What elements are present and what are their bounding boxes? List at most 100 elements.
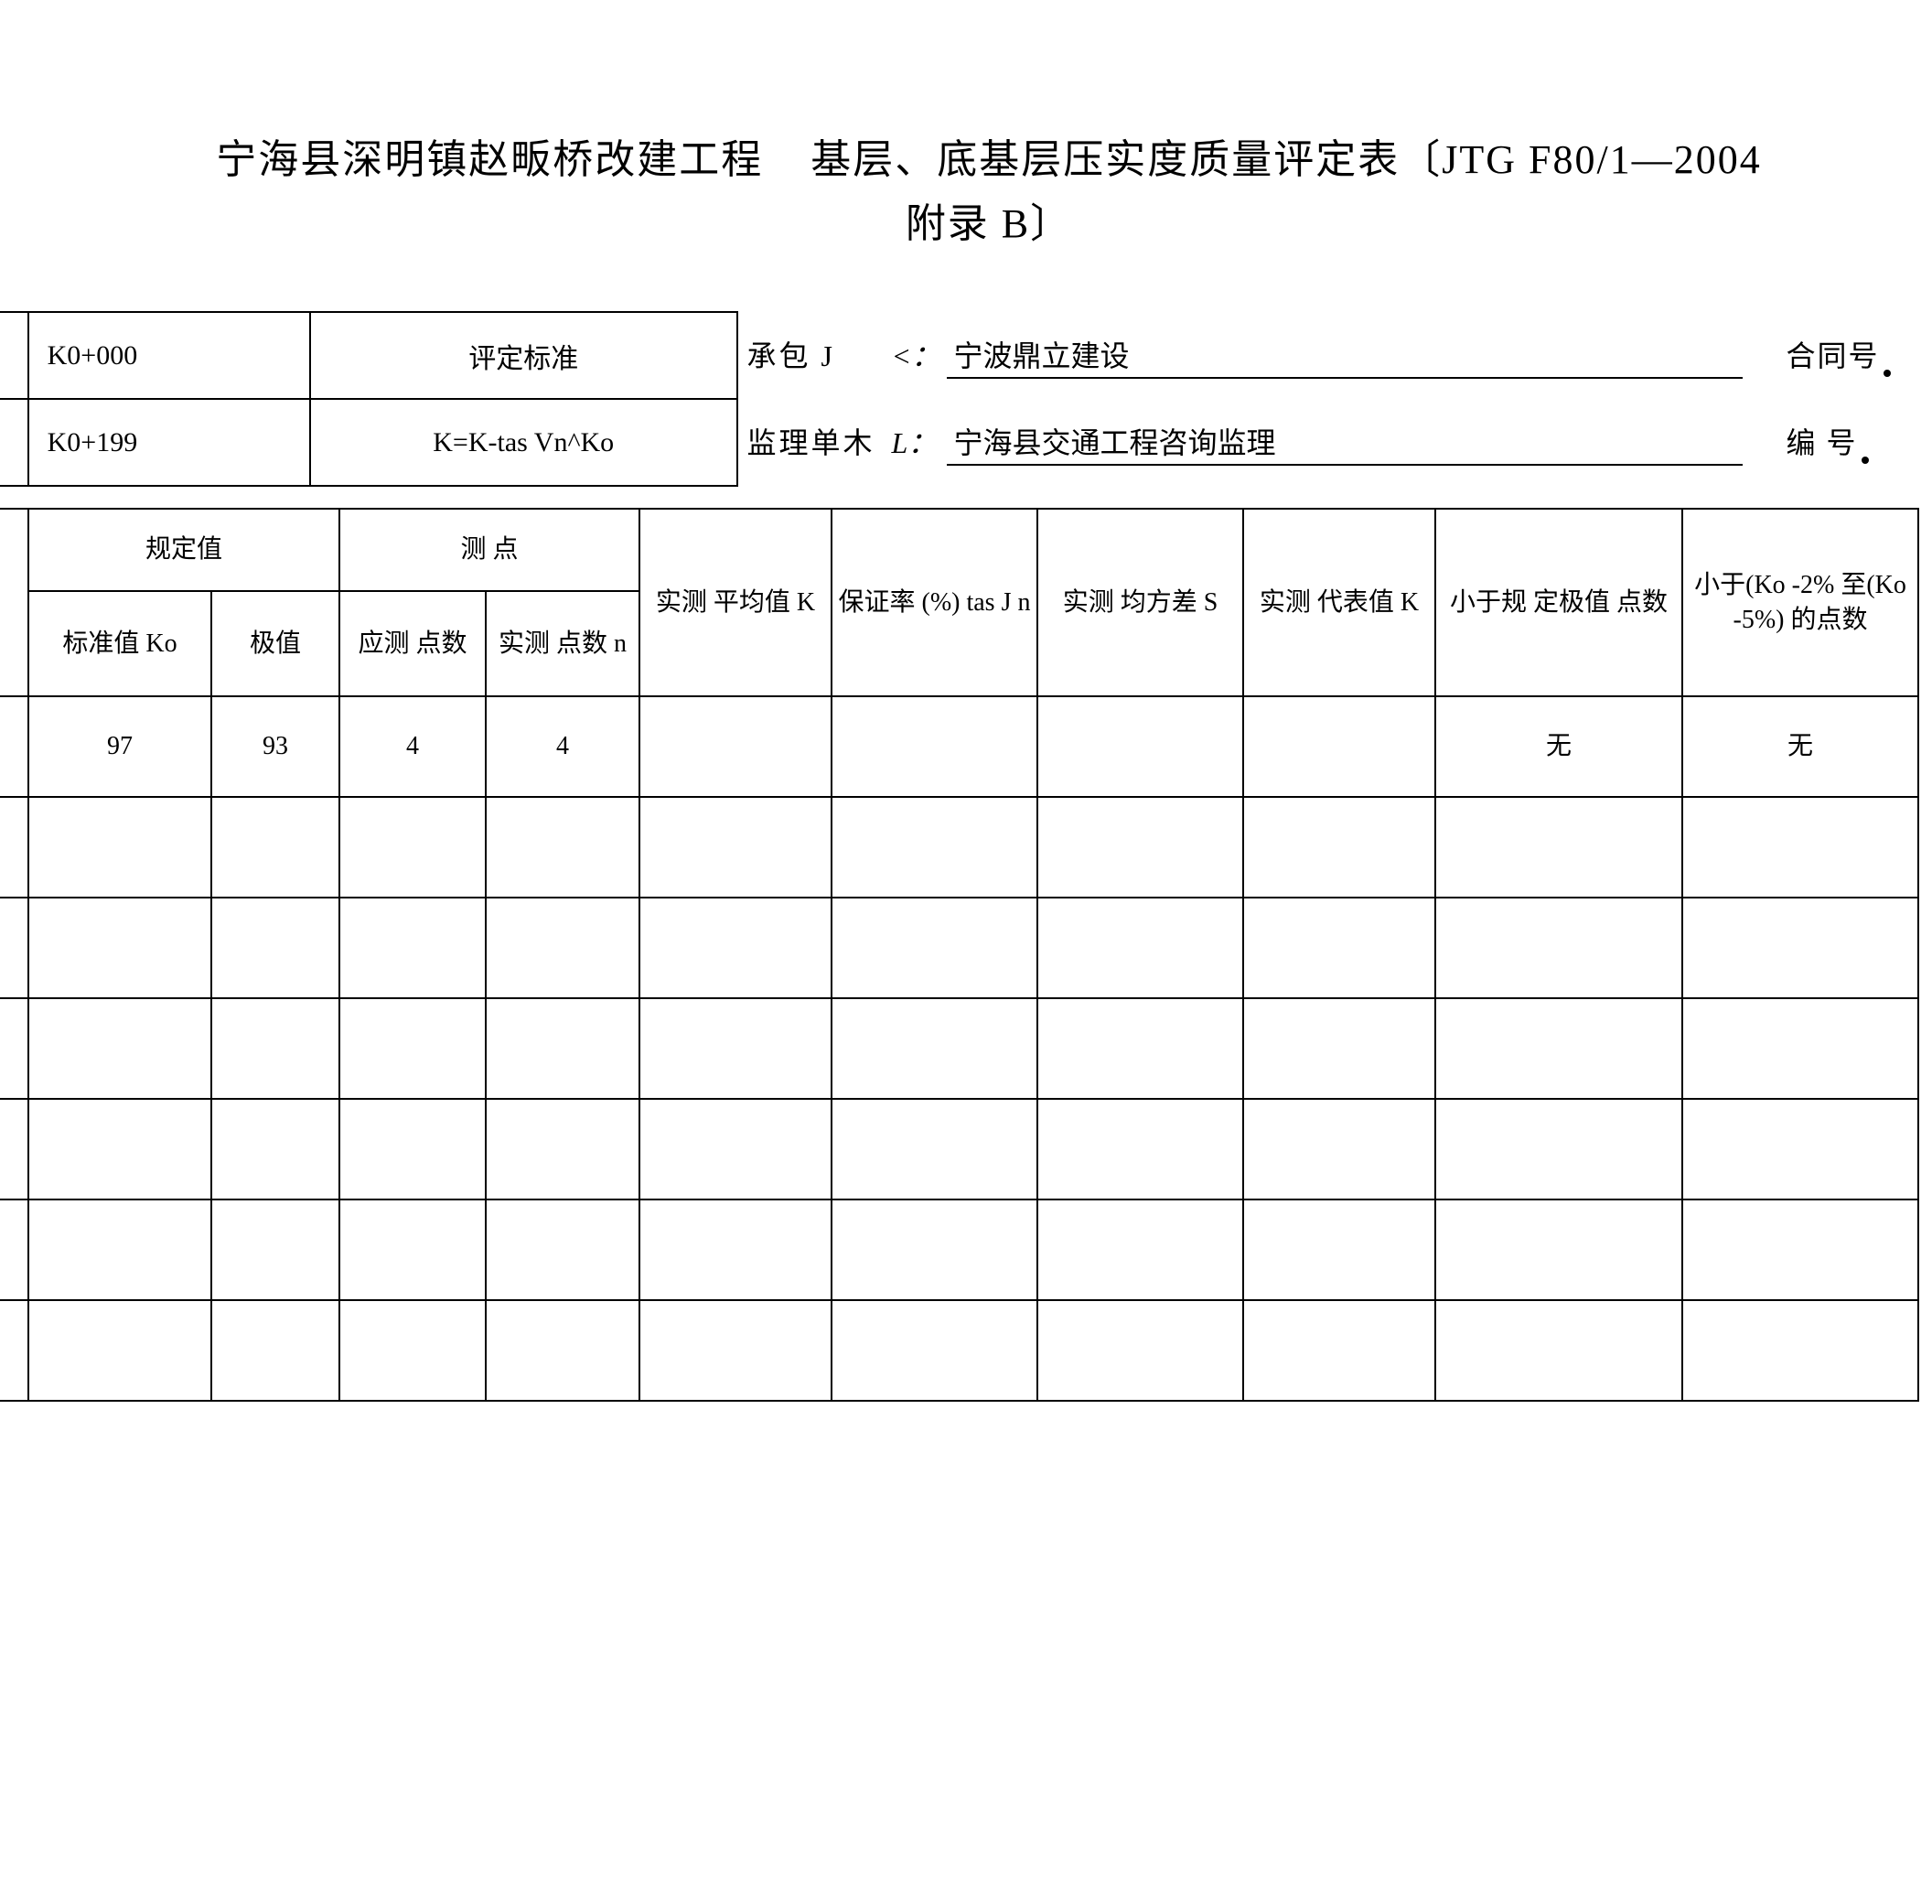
- cell: [1682, 1099, 1918, 1199]
- col-guarantee: 保证率 (%) tas J n: [832, 509, 1037, 696]
- cell: [486, 898, 639, 998]
- supervisor-label: 监理单木: [747, 420, 885, 462]
- cell: [1682, 1199, 1918, 1300]
- cell: [1243, 998, 1435, 1099]
- info-cell: [0, 399, 28, 486]
- cell: [639, 1300, 832, 1401]
- cell: [0, 1099, 28, 1199]
- cell: [832, 998, 1037, 1099]
- cell: [486, 1099, 639, 1199]
- cell: [486, 1199, 639, 1300]
- cell: 97: [28, 696, 211, 797]
- cell: [1243, 1099, 1435, 1199]
- col-variance: 实测 均方差 S: [1037, 509, 1243, 696]
- data-table: 规定值 测 点 实测 平均值 K 保证率 (%) tas J n 实测 均方差 …: [0, 508, 1919, 1402]
- cell: [339, 998, 486, 1099]
- cell: [1243, 797, 1435, 898]
- col-repval: 实测 代表值 K: [1243, 509, 1435, 696]
- supervisor-sym: L：: [892, 420, 947, 462]
- cell: 4: [339, 696, 486, 797]
- cell: [1435, 1300, 1682, 1401]
- cell: [1435, 1199, 1682, 1300]
- col-extreme: 极值: [211, 591, 339, 696]
- cell: [28, 1300, 211, 1401]
- cell: 4: [486, 696, 639, 797]
- cell: [832, 1300, 1037, 1401]
- cell: [339, 1099, 486, 1199]
- station-end: K0+199: [28, 399, 310, 486]
- col-avg: 实测 平均值 K: [639, 509, 832, 696]
- cell: [1037, 696, 1243, 797]
- cell: [1243, 1300, 1435, 1401]
- cell: 无: [1682, 696, 1918, 797]
- contract-no-label: 合同号: [1787, 333, 1880, 375]
- table-row: [0, 998, 1918, 1099]
- cell: [1243, 696, 1435, 797]
- data-rows: 97 93 4 4 无 无: [0, 696, 1918, 1401]
- table-row: [0, 1300, 1918, 1401]
- cell: [832, 898, 1037, 998]
- cell: [1037, 898, 1243, 998]
- supervisor-line: 监理单木 L：宁海县交通工程咨询监理 编 号: [737, 399, 1923, 486]
- cell: [28, 1199, 211, 1300]
- cell: [639, 998, 832, 1099]
- contractor-label: 承包 J: [747, 333, 885, 375]
- cell: [0, 696, 28, 797]
- cell: [1682, 898, 1918, 998]
- cell: [211, 998, 339, 1099]
- info-table: K0+000 评定标准 承包 J <：宁波鼎立建设 合同号 K0+199 K=K…: [0, 311, 1923, 487]
- cell: [339, 898, 486, 998]
- cell: [1243, 898, 1435, 998]
- cell: [1037, 797, 1243, 898]
- cell: [0, 1300, 28, 1401]
- serial-no-label: 编 号: [1787, 420, 1858, 462]
- contractor-value: 宁波鼎立建设: [947, 333, 1743, 379]
- contractor-line: 承包 J <：宁波鼎立建设 合同号: [737, 312, 1923, 399]
- col-below-limit: 小于规 定极值 点数: [1435, 509, 1682, 696]
- col-range: 小于(Ko -2% 至(Ko -5%) 的点数: [1682, 509, 1918, 696]
- cell: [639, 1099, 832, 1199]
- cell: [486, 998, 639, 1099]
- cell: [211, 1300, 339, 1401]
- cell: [1037, 1300, 1243, 1401]
- eval-standard-label: 评定标准: [310, 312, 737, 399]
- info-cell: [0, 312, 28, 399]
- document-title: 宁海县深明镇赵畈桥改建工程 基层、底基层压实度质量评定表〔JTG F80/1—2…: [46, 128, 1932, 257]
- station-start: K0+000: [28, 312, 310, 399]
- cell: [1037, 1099, 1243, 1199]
- cell: [339, 797, 486, 898]
- cell: [1682, 998, 1918, 1099]
- col-points: 测 点: [339, 509, 639, 591]
- cell: [28, 998, 211, 1099]
- supervisor-value: 宁海县交通工程咨询监理: [947, 420, 1743, 466]
- dot-icon: [1884, 370, 1891, 377]
- col-spec: 规定值: [28, 509, 339, 591]
- cell: [28, 1099, 211, 1199]
- eval-formula: K=K-tas Vn^Ko: [310, 399, 737, 486]
- cell: [28, 797, 211, 898]
- cell: [486, 1300, 639, 1401]
- table-row: 97 93 4 4 无 无: [0, 696, 1918, 797]
- cell: [0, 898, 28, 998]
- cell: [639, 696, 832, 797]
- cell: [211, 1099, 339, 1199]
- cell: [339, 1300, 486, 1401]
- table-row: [0, 1099, 1918, 1199]
- dot-icon: [1862, 457, 1869, 464]
- contractor-sym: <：: [892, 333, 947, 375]
- table-row: [0, 797, 1918, 898]
- cell: [832, 797, 1037, 898]
- cell: [1435, 1099, 1682, 1199]
- cell: [832, 696, 1037, 797]
- col-should-points: 应测 点数: [339, 591, 486, 696]
- cell: [1435, 898, 1682, 998]
- col-blank: [0, 509, 28, 696]
- cell: [211, 797, 339, 898]
- cell: [0, 1199, 28, 1300]
- cell: [1243, 1199, 1435, 1300]
- cell: [1037, 1199, 1243, 1300]
- cell: [1037, 998, 1243, 1099]
- col-actual-points: 实测 点数 n: [486, 591, 639, 696]
- cell: [1435, 998, 1682, 1099]
- cell: [639, 1199, 832, 1300]
